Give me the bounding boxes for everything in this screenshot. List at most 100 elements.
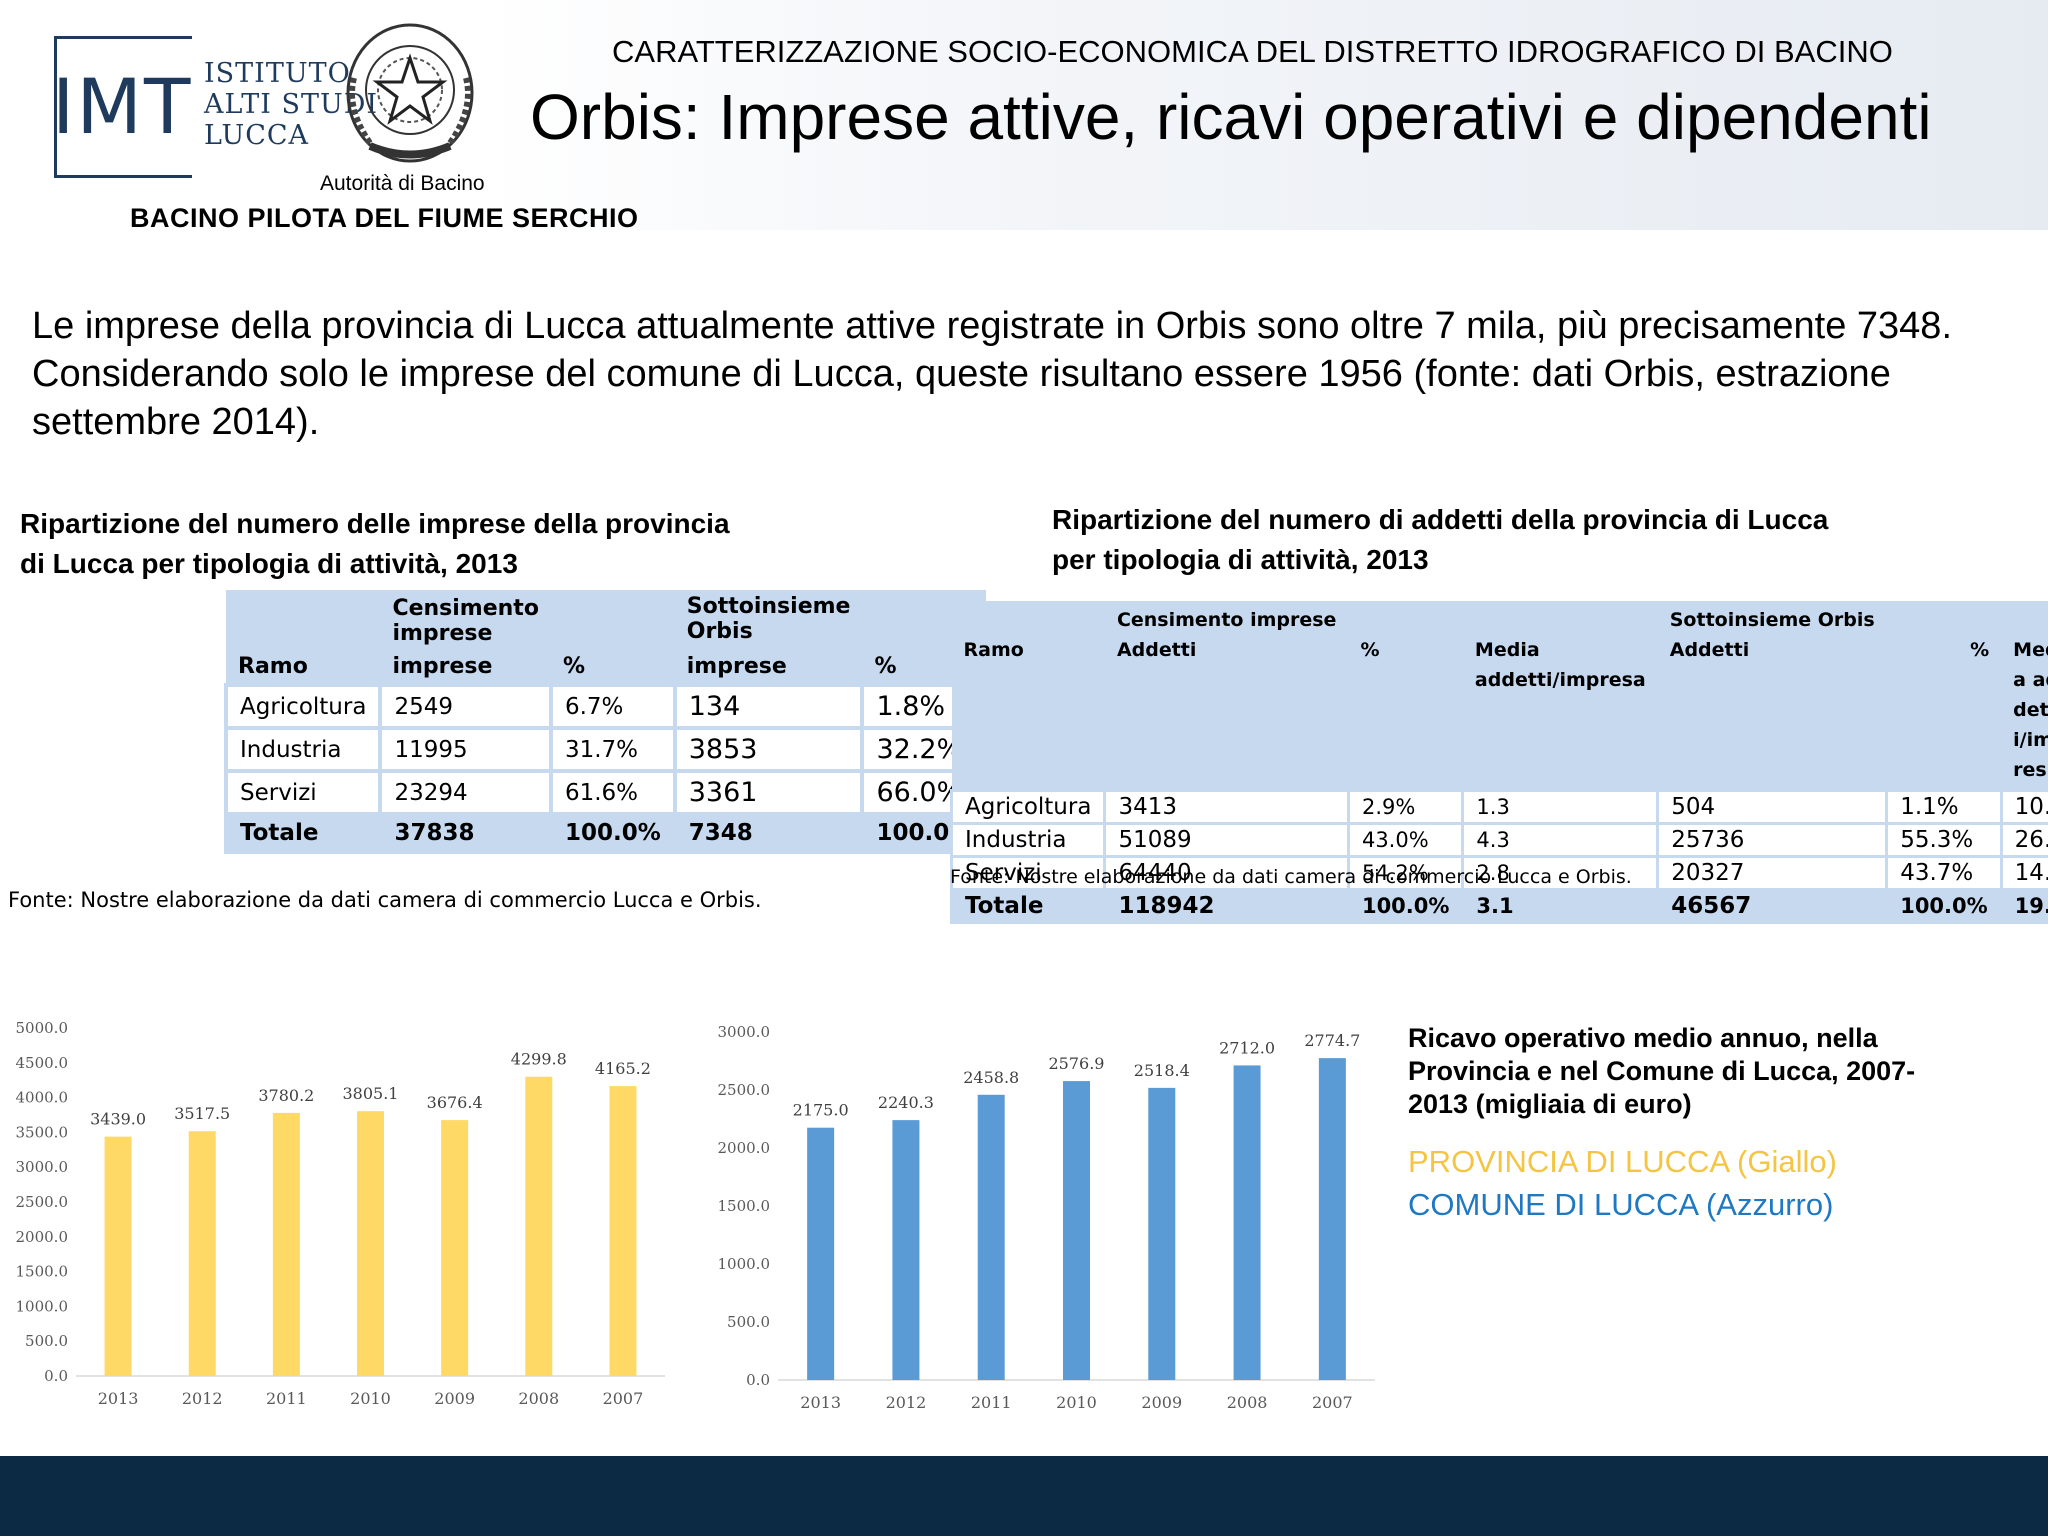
bar: [1318, 1058, 1346, 1380]
y-tick-label: 3000.0: [718, 1023, 771, 1041]
table2-col-ramo: Ramo: [951, 601, 1105, 791]
bar: [188, 1131, 216, 1376]
bacino-label: BACINO PILOTA DEL FIUME SERCHIO: [130, 203, 639, 233]
y-tick-label: 5000.0: [16, 1019, 69, 1037]
table1-col-ramo: Ramo: [226, 650, 381, 685]
data-label: 3780.2: [258, 1086, 314, 1105]
table-row: Industria 51089 43.0% 4.3 25736 55.3% 26…: [949, 822, 2048, 858]
y-tick-label: 2500.0: [16, 1193, 69, 1211]
bar: [104, 1136, 132, 1376]
table1-col-orbis-imprese: imprese: [674, 650, 863, 685]
table2-source: Fonte: Nostre elaborazione da dati camer…: [950, 866, 1632, 888]
data-label: 3517.5: [174, 1104, 230, 1123]
imt-logo-frame: [54, 36, 192, 178]
imprese-table: Censimento imprese Sottoinsieme Orbis Ra…: [223, 590, 989, 854]
provincia-revenue-chart: 0.0 500.0 1000.0 1500.0 2000.0 2500.0 3000.0 35…: [16, 1019, 665, 1408]
bar: [1233, 1065, 1261, 1380]
intro-paragraph: Le imprese della provincia di Lucca attu…: [32, 305, 1953, 443]
y-tick-label: 2500.0: [718, 1081, 771, 1099]
bar: [525, 1076, 553, 1376]
bar: [272, 1112, 300, 1376]
data-label: 2175.0: [793, 1101, 849, 1120]
data-label: 2712.0: [1219, 1038, 1275, 1057]
data-label: 3676.4: [427, 1093, 483, 1112]
data-label: 2240.3: [878, 1093, 934, 1112]
bar: [609, 1086, 637, 1376]
data-label: 2576.9: [1049, 1054, 1105, 1073]
y-tick-label: 1500.0: [718, 1197, 771, 1215]
table-row: Industria 11995 31.7% 3853 32.2%: [223, 726, 989, 773]
table1-source: Fonte: Nostre elaborazione da dati camer…: [8, 888, 762, 912]
data-label: 3805.1: [343, 1084, 399, 1103]
y-tick-label: 1000.0: [718, 1255, 771, 1273]
x-tick-label: 2007: [603, 1389, 644, 1408]
autorita-label: Autorità di Bacino: [320, 172, 485, 195]
table2-col-orbis-media: Media addetti/impres a: [2001, 601, 2048, 791]
y-tick-label: 500.0: [727, 1313, 770, 1331]
table1-col-imprese: imprese: [380, 650, 551, 685]
table2-group-orbis: Sottoinsieme Orbis: [1669, 609, 1875, 631]
addetti-table: Ramo Censimento imprese Addetti % Media …: [949, 601, 2048, 924]
y-tick-label: 4500.0: [16, 1054, 69, 1072]
x-tick-label: 2011: [266, 1389, 307, 1408]
footer-bar: [0, 1456, 2048, 1536]
x-tick-label: 2007: [1312, 1393, 1353, 1412]
bar: [1148, 1087, 1176, 1380]
x-tick-label: 2013: [800, 1393, 841, 1412]
y-tick-label: 1000.0: [16, 1297, 69, 1315]
data-label: 2774.7: [1304, 1031, 1360, 1050]
table2-col-pct: %: [1348, 601, 1463, 791]
data-label: 3439.0: [90, 1110, 146, 1129]
y-tick-label: 3500.0: [16, 1123, 69, 1141]
y-tick-label: 0.0: [746, 1371, 770, 1389]
y-tick-label: 500.0: [25, 1332, 68, 1350]
bar: [357, 1111, 384, 1376]
x-tick-label: 2012: [886, 1393, 927, 1412]
table2-col-orbis-pct: %: [1886, 601, 2002, 791]
x-tick-label: 2008: [518, 1389, 559, 1408]
y-tick-label: 4000.0: [16, 1089, 69, 1107]
legend-comune: COMUNE DI LUCCA (Azzurro): [1408, 1187, 1834, 1222]
x-tick-label: 2013: [98, 1389, 139, 1408]
data-label: 2518.4: [1134, 1061, 1190, 1080]
table-total-row: Totale 37838 100.0% 7348 100.0%: [223, 812, 989, 854]
italian-republic-emblem-icon: [346, 23, 474, 163]
data-label: 4165.2: [595, 1059, 651, 1078]
x-tick-label: 2009: [1141, 1393, 1182, 1412]
data-label: 2458.8: [963, 1068, 1019, 1087]
table-row: Servizi 64440 54.2% 2.8 20327 43.7% 14.5: [949, 855, 2048, 891]
imt-logo-subtitle: ISTITUTO ALTI STUDI LUCCA: [204, 58, 379, 151]
table2-group-censimento: Censimento imprese: [1116, 609, 1337, 631]
x-tick-label: 2009: [434, 1389, 475, 1408]
table-row: Servizi 23294 61.6% 3361 66.0%: [223, 769, 989, 816]
y-tick-label: 1500.0: [16, 1263, 69, 1281]
x-tick-label: 2012: [182, 1389, 223, 1408]
legend-provincia: PROVINCIA DI LUCCA (Giallo): [1408, 1144, 1837, 1179]
table1-title: Ripartizione del numero delle imprese de…: [20, 508, 730, 579]
x-tick-label: 2010: [350, 1389, 391, 1408]
y-tick-label: 2000.0: [718, 1139, 771, 1157]
comune-revenue-chart: 0.0 500.0 1000.0 1500.0 2000.0 2500.0 3000.0 21…: [718, 1023, 1375, 1412]
x-tick-label: 2010: [1056, 1393, 1097, 1412]
table-row: Agricoltura 3413 2.9% 1.3 504 1.1% 10.1: [949, 789, 2048, 825]
table2-title: Ripartizione del numero di addetti della…: [1052, 504, 1829, 575]
table1-group-orbis: Sottoinsieme Orbis: [674, 590, 863, 650]
header-background: [480, 0, 2048, 230]
y-tick-label: 0.0: [44, 1367, 68, 1385]
table2-col-media: Media addetti/impresa: [1462, 601, 1658, 791]
table1-col-pct: %: [550, 650, 675, 685]
table-total-row: Totale 118942 100.0% 3.1 46567 100.0% 19…: [949, 888, 2048, 924]
data-label: 4299.8: [511, 1050, 567, 1069]
table2-col-addetti: Addetti: [1116, 639, 1197, 661]
bar: [807, 1127, 835, 1380]
y-tick-label: 3000.0: [16, 1158, 69, 1176]
table1-header-blank: [226, 590, 381, 650]
bar: [892, 1120, 920, 1380]
bar: [1063, 1081, 1090, 1380]
imt-logo: IMT: [52, 62, 193, 151]
chart-caption: Ricavo operativo medio annuo, nella Prov…: [1408, 1023, 1916, 1119]
bar: [977, 1094, 1005, 1380]
x-tick-label: 2008: [1227, 1393, 1268, 1412]
slide-title: Orbis: Imprese attive, ricavi operativi …: [530, 81, 1932, 153]
table2-col-orbis-addetti: Addetti: [1669, 639, 1750, 661]
